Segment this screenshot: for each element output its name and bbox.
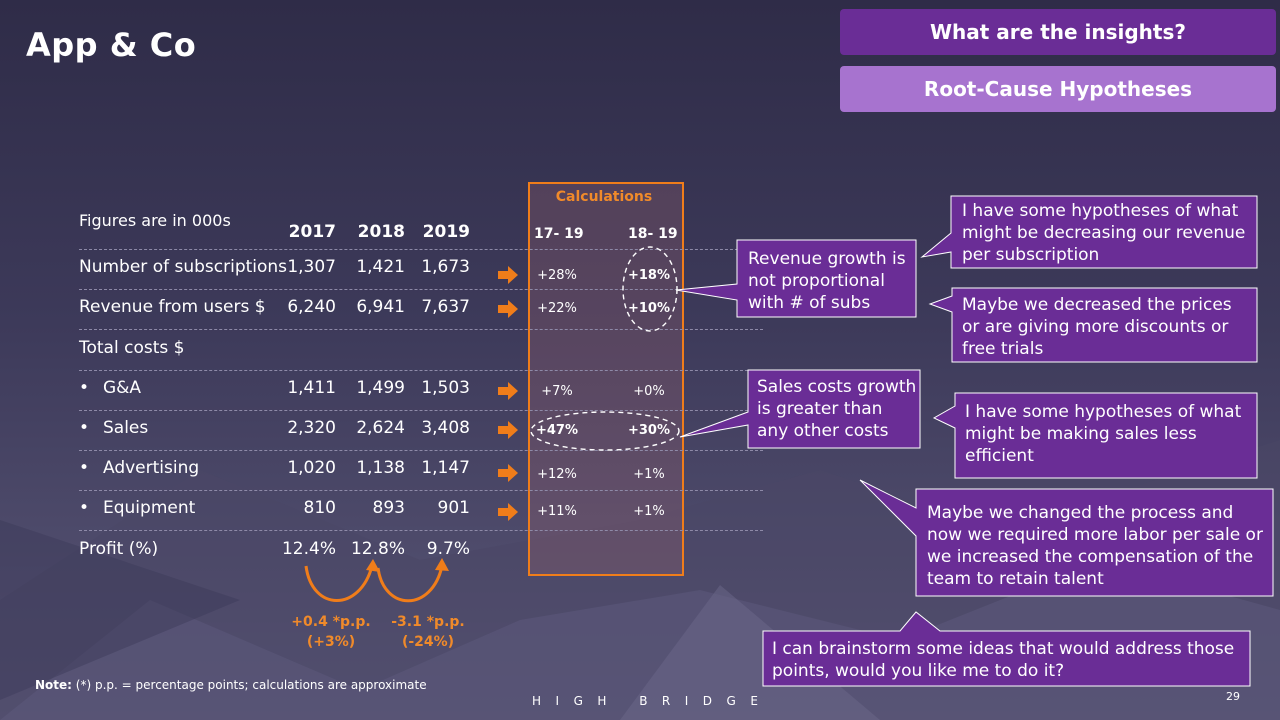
cell-value: 1,411: [287, 378, 336, 398]
profit-delta-2017-2018: +0.4 *p.p. (+3%): [286, 612, 376, 652]
row-label-advertising: • Advertising: [79, 458, 199, 478]
delta-pp: +0.4 *p.p.: [291, 614, 371, 630]
arrow-right-icon: [498, 503, 518, 521]
cell-value: 12.4%: [281, 539, 336, 559]
delta-pct: (-24%): [401, 634, 455, 650]
bullet-icon: •: [79, 418, 90, 438]
calc-value-highlighted: +18%: [627, 268, 670, 283]
cell-value: 1,307: [287, 257, 336, 277]
footnote: Note: (*) p.p. = percentage points; calc…: [35, 678, 427, 692]
cell-value: 893: [372, 498, 405, 518]
callout-hyp-revenue: I have some hypotheses of what might be …: [962, 201, 1246, 265]
row-label-text: Sales: [103, 418, 149, 438]
cell-value: 1,503: [421, 378, 470, 398]
bullet-icon: •: [79, 458, 90, 478]
cell-value: 1,421: [356, 257, 405, 277]
row-label-text: Equipment: [103, 498, 196, 518]
calc-value: +12%: [537, 467, 577, 482]
cell-value: 1,499: [356, 378, 405, 398]
arrow-right-icon: [498, 464, 518, 482]
calc-value: +28%: [537, 268, 577, 283]
cell-value: 1,673: [421, 257, 470, 277]
row-label-text: Advertising: [103, 458, 200, 478]
callout-sales-growth: Sales costs growth is greater than any o…: [757, 377, 917, 441]
cell-value: 7,637: [421, 297, 470, 317]
calculations-title: Calculations: [555, 189, 653, 205]
cell-value: 901: [437, 498, 470, 518]
brand-logo-text: HIGH BRIDGE: [532, 694, 773, 708]
calc-value-highlighted: +10%: [627, 301, 670, 316]
row-separator: [79, 410, 763, 411]
footnote-label: Note:: [35, 678, 72, 692]
page-number: 29: [1226, 690, 1240, 703]
calc-value: +1%: [633, 467, 665, 482]
cell-value: 6,941: [356, 297, 405, 317]
cell-value: 810: [303, 498, 336, 518]
row-separator: [79, 450, 763, 451]
cell-value: 12.8%: [350, 539, 405, 559]
callout-hyp-process: Maybe we changed the process and now we …: [927, 503, 1263, 589]
cell-value: 6,240: [287, 297, 336, 317]
row-label-subscriptions: Number of subscriptions: [79, 257, 288, 277]
calc-header-17-19: 17- 19: [534, 226, 584, 242]
row-label-equipment: • Equipment: [79, 498, 195, 518]
row-label-profit: Profit (%): [79, 539, 159, 559]
callout-brainstorm: I can brainstorm some ideas that would a…: [772, 639, 1235, 681]
app-title: App & Co: [26, 26, 197, 64]
cell-value: 2,320: [287, 418, 336, 438]
row-separator: [79, 370, 763, 371]
row-label-ga: • G&A: [79, 378, 141, 398]
calc-value: +7%: [541, 384, 573, 399]
callout-revenue-growth: Revenue growth is not proportional with …: [748, 249, 906, 313]
root-cause-hypotheses-button[interactable]: Root-Cause Hypotheses: [840, 66, 1276, 112]
cell-value: 9.7%: [426, 539, 470, 559]
callout-hyp-sales: I have some hypotheses of what might be …: [965, 402, 1242, 466]
arrow-right-icon: [498, 382, 518, 400]
cell-value: 2,624: [356, 418, 405, 438]
calc-value: +1%: [633, 504, 665, 519]
bullet-icon: •: [79, 378, 90, 398]
row-label-revenue: Revenue from users $: [79, 297, 266, 317]
row-label-total-costs: Total costs $: [79, 338, 185, 358]
cell-value: 1,020: [287, 458, 336, 478]
year-header-2019: 2019: [422, 222, 470, 242]
delta-pp: -3.1 *p.p.: [391, 614, 465, 630]
row-separator: [79, 530, 763, 531]
row-label-text: G&A: [103, 378, 142, 398]
calc-value: +0%: [633, 384, 665, 399]
year-header-2018: 2018: [357, 222, 405, 242]
row-separator: [79, 490, 763, 491]
cell-value: 1,138: [356, 458, 405, 478]
callout-hyp-prices: Maybe we decreased the prices or are giv…: [962, 295, 1232, 359]
row-separator: [79, 289, 763, 290]
cell-value: 1,147: [421, 458, 470, 478]
arrow-right-icon: [498, 300, 518, 318]
figures-unit-note: Figures are in 000s: [79, 211, 231, 230]
row-separator: [79, 249, 763, 250]
cell-value: 3,408: [421, 418, 470, 438]
row-separator: [79, 329, 763, 330]
calc-value: +11%: [537, 504, 577, 519]
insights-button[interactable]: What are the insights?: [840, 9, 1276, 55]
calc-value: +22%: [537, 301, 577, 316]
arrow-right-icon: [498, 266, 518, 284]
profit-delta-2018-2019: -3.1 *p.p. (-24%): [383, 612, 473, 652]
calc-value-highlighted: +47%: [535, 423, 578, 438]
bullet-icon: •: [79, 498, 90, 518]
row-label-sales: • Sales: [79, 418, 148, 438]
arrow-right-icon: [498, 421, 518, 439]
calc-header-18-19: 18- 19: [628, 226, 678, 242]
year-header-2017: 2017: [288, 222, 336, 242]
calc-value-highlighted: +30%: [627, 423, 670, 438]
delta-pct: (+3%): [306, 634, 356, 650]
footnote-text: (*) p.p. = percentage points; calculatio…: [75, 678, 427, 692]
